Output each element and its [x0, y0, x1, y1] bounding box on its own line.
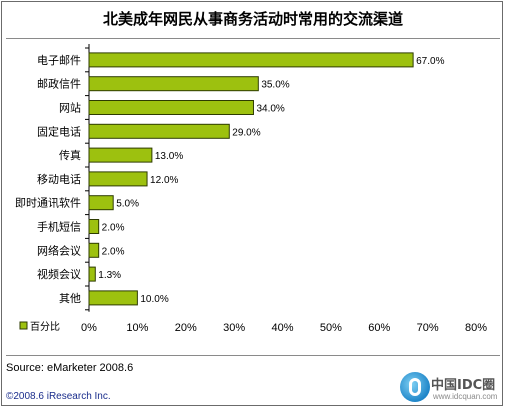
- watermark-logo: 中国IDC圈 www.idcquan.com: [400, 370, 500, 406]
- x-tick-label: 10%: [126, 322, 148, 334]
- category-label: 电子邮件: [37, 54, 81, 67]
- x-tick-label: 50%: [320, 322, 342, 334]
- watermark-url: www.idcquan.com: [433, 392, 498, 401]
- data-label: 12.0%: [150, 175, 178, 186]
- category-label: 网络会议: [37, 243, 81, 257]
- bar: [88, 266, 96, 282]
- bar: [88, 123, 230, 139]
- category-label: 传真: [59, 148, 81, 162]
- bar: [88, 290, 138, 306]
- bar: [88, 147, 153, 163]
- bar: [88, 76, 259, 92]
- bar: [88, 171, 148, 187]
- category-label: 邮政信件: [37, 77, 81, 91]
- x-tick-label: 40%: [271, 322, 293, 334]
- legend-label: 百分比: [30, 321, 60, 333]
- chart-title: 北美成年网民从事商务活动时常用的交流渠道: [102, 10, 403, 28]
- data-label: 35.0%: [261, 80, 289, 91]
- bar: [88, 219, 100, 234]
- bar: [88, 195, 114, 211]
- title-divider: [6, 38, 500, 39]
- legend-swatch: [19, 321, 28, 330]
- x-tick-label: 80%: [465, 322, 487, 334]
- data-label: 13.0%: [155, 151, 183, 162]
- category-label: 移动电话: [37, 173, 81, 186]
- data-label: 67.0%: [416, 56, 444, 67]
- category-label: 其他: [59, 292, 81, 305]
- x-tick-label: 70%: [417, 322, 439, 334]
- x-tick-label: 20%: [175, 322, 197, 334]
- data-label: 5.0%: [116, 199, 139, 210]
- category-label: 即时通讯软件: [15, 196, 81, 210]
- bar: [88, 100, 254, 115]
- copyright-note: ©2008.6 iResearch Inc.: [6, 391, 111, 402]
- category-label: 固定电话: [37, 124, 81, 138]
- x-tick-label: 0%: [81, 322, 97, 334]
- watermark-text: 中国IDC圈: [431, 378, 496, 393]
- data-label: 34.0%: [256, 104, 284, 115]
- bar: [88, 52, 414, 68]
- category-label: 手机短信: [37, 220, 81, 234]
- idc-logo-icon: [400, 372, 430, 402]
- data-label: 2.0%: [102, 223, 125, 234]
- source-note: Source: eMarketer 2008.6: [6, 362, 134, 374]
- x-tick-label: 30%: [223, 322, 245, 334]
- bar: [88, 242, 100, 258]
- category-label: 网站: [59, 101, 81, 115]
- data-label: 29.0%: [232, 127, 260, 138]
- data-label: 2.0%: [102, 246, 125, 257]
- data-label: 10.0%: [140, 294, 168, 305]
- category-label: 视频会议: [37, 267, 81, 281]
- x-tick-label: 60%: [368, 322, 390, 334]
- source-divider: [6, 355, 500, 356]
- data-label: 1.3%: [98, 270, 121, 281]
